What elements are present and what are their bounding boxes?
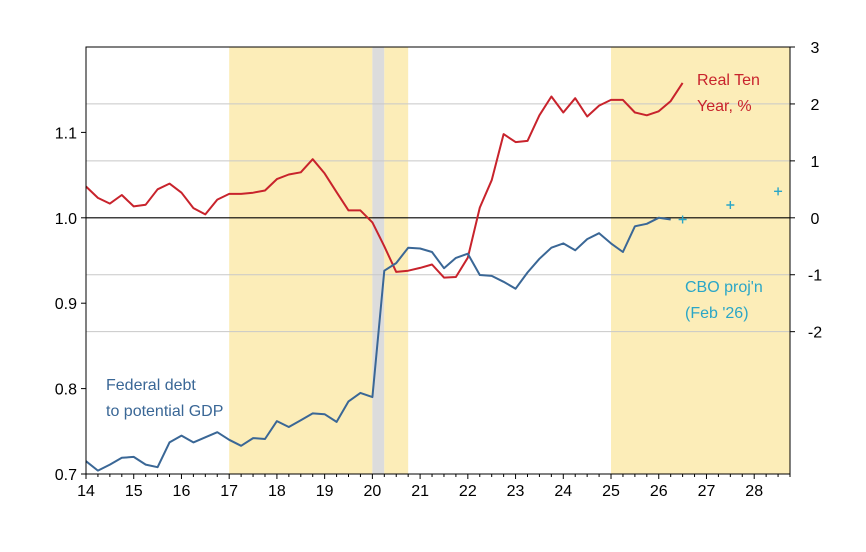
- x-tick-label: 25: [602, 483, 620, 500]
- cbo-projection-point: [678, 215, 687, 224]
- right-tick-label: 1: [811, 154, 820, 171]
- cbo-label-line2: (Feb '26): [685, 305, 749, 322]
- shading-band-2: [384, 47, 409, 474]
- cbo-projection-point: [726, 200, 735, 209]
- shading-band-3: [611, 47, 790, 474]
- plot-frame: [85, 46, 791, 475]
- real-ten-label-line2: Year, %: [697, 98, 752, 115]
- left-tick-label: 0.8: [55, 382, 77, 399]
- x-tick-label: 15: [125, 483, 143, 500]
- left-tick-label: 0.7: [55, 467, 77, 484]
- right-tick-label: -2: [808, 325, 822, 342]
- debt-label-line2: to potential GDP: [106, 403, 223, 420]
- right-tick-label: -1: [808, 268, 822, 285]
- x-tick-label: 17: [220, 483, 238, 500]
- left-tick-label: 0.9: [55, 296, 77, 313]
- left-tick-label: 1.1: [55, 125, 77, 142]
- real-ten-year-line: [85, 82, 684, 279]
- x-tick-label: 19: [316, 483, 334, 500]
- cbo-projection-point: [774, 187, 783, 196]
- x-tick-label: 21: [411, 483, 429, 500]
- shading-band-0: [229, 47, 373, 474]
- series-layer: [85, 82, 783, 472]
- x-tick-label: 14: [77, 483, 95, 500]
- shading-band-1: [372, 47, 385, 474]
- right-tick-label: 3: [811, 40, 820, 57]
- x-tick-label: 18: [268, 483, 286, 500]
- x-tick-label: 22: [459, 483, 477, 500]
- right-tick-label: 2: [811, 97, 820, 114]
- cbo-label-line1: CBO proj'n: [685, 279, 763, 296]
- plot-border: [85, 46, 791, 475]
- left-tick-label: 1.0: [55, 211, 77, 228]
- x-tick-label: 23: [507, 483, 525, 500]
- shading-layer: [229, 47, 790, 474]
- x-tick-label: 26: [650, 483, 668, 500]
- real-ten-label-line1: Real Ten: [697, 72, 760, 89]
- x-tick-label: 27: [698, 483, 716, 500]
- federal-debt-line: [85, 216, 671, 472]
- x-tick-label: 20: [363, 483, 381, 500]
- right-tick-label: 0: [811, 211, 820, 228]
- x-tick-label: 16: [173, 483, 191, 500]
- x-tick-label: 24: [554, 483, 572, 500]
- tick-layer: 14 15 16 17 18 19 20 21 22 23 24 25 26 27 280.70.80.91…: [55, 40, 822, 500]
- debt-label-line1: Federal debt: [106, 377, 196, 394]
- x-tick-label: 28: [745, 483, 763, 500]
